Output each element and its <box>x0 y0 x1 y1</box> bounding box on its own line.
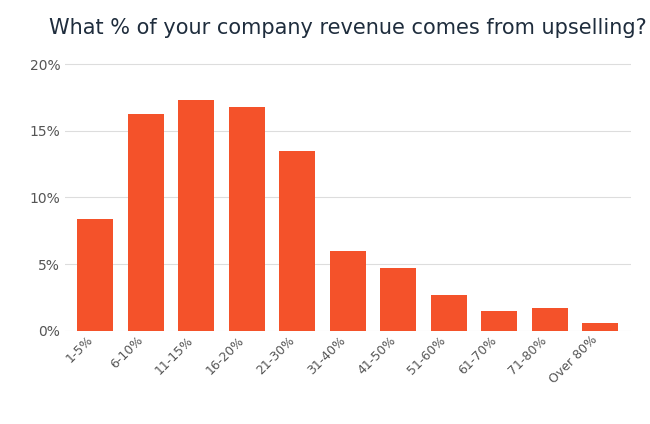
Title: What % of your company revenue comes from upselling?: What % of your company revenue comes fro… <box>49 18 647 38</box>
Bar <box>77 219 114 331</box>
Bar <box>430 295 467 331</box>
Bar <box>178 100 215 331</box>
Bar <box>330 251 366 331</box>
Bar <box>127 114 164 331</box>
Bar <box>279 151 315 331</box>
Bar <box>380 268 417 331</box>
Bar <box>481 311 517 331</box>
Bar <box>229 107 265 331</box>
Bar <box>582 323 618 331</box>
Bar <box>532 308 568 331</box>
